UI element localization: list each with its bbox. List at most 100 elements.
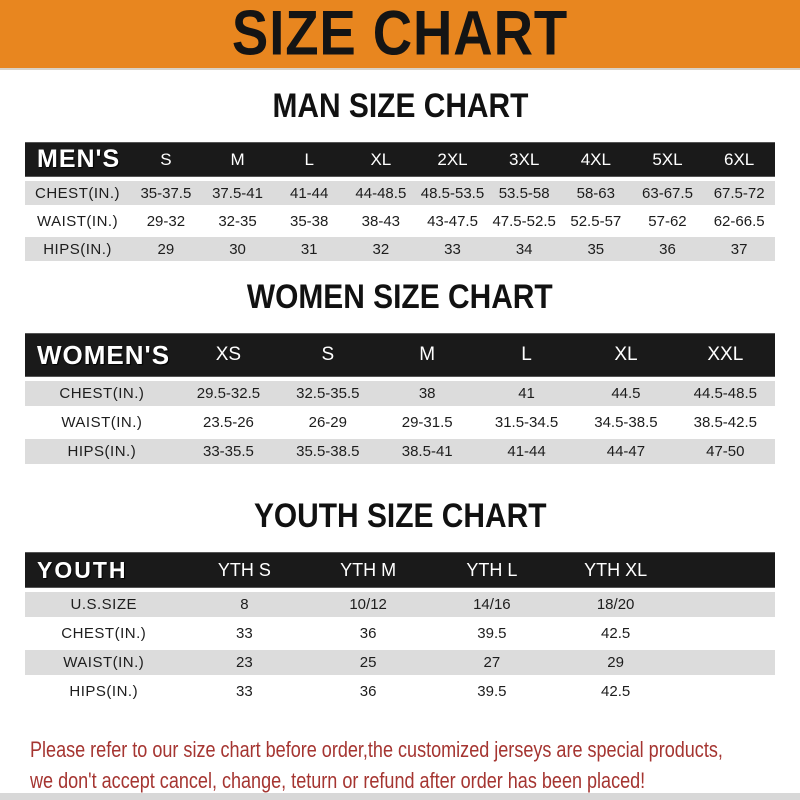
man-section-heading: MAN SIZE CHART: [0, 88, 800, 128]
row-label: HIPS(IN.): [25, 237, 131, 261]
women-size-table: WOMEN'S XS S M L XL XXL CHEST(IN.) 29.5-32.5 32.5…: [25, 329, 775, 468]
measurement-row: HIPS(IN.) 33-35.5 35.5-38.5 38.5-41 41-44 44-…: [25, 439, 775, 464]
size-value: 34.5-38.5: [576, 410, 676, 435]
size-value: 36: [306, 679, 430, 704]
disclaimer-line-1: Please refer to our size chart before or…: [30, 737, 723, 762]
size-value: 39.5: [430, 621, 554, 646]
size-value: 58-63: [559, 181, 632, 205]
size-value: 38.5-42.5: [675, 410, 775, 435]
women-section-heading-text: WOMEN SIZE CHART: [247, 278, 553, 316]
size-value: 38: [377, 381, 477, 406]
size-value: 33: [416, 237, 489, 261]
size-chart-banner: SIZE CHART: [0, 0, 800, 70]
size-column-header: YTH M: [306, 552, 430, 588]
size-column-header: 6XL: [703, 142, 775, 177]
size-value: 32-35: [201, 209, 274, 233]
size-value: 44-48.5: [345, 181, 417, 205]
size-value: 14/16: [430, 592, 554, 617]
row-label: HIPS(IN.): [25, 679, 183, 704]
filler-cell: [677, 592, 775, 617]
size-value: 37: [703, 237, 775, 261]
size-value: 52.5-57: [559, 209, 632, 233]
size-column-header: L: [273, 142, 346, 177]
size-value: 33: [182, 679, 307, 704]
size-column-header: XXL: [675, 333, 775, 377]
measurement-row: WAIST(IN.) 23.5-26 26-29 29-31.5 31.5-34.5 34…: [25, 410, 775, 435]
size-value: 43-47.5: [416, 209, 489, 233]
size-value: 27: [430, 650, 554, 675]
size-value: 8: [182, 592, 307, 617]
size-value: 29-32: [130, 209, 202, 233]
size-value: 30: [201, 237, 274, 261]
size-value: 38-43: [345, 209, 417, 233]
size-column-header: XS: [178, 333, 279, 377]
youth-section-heading-text: YOUTH SIZE CHART: [253, 497, 547, 535]
table-title: YOUTH: [25, 552, 183, 588]
measurement-row: U.S.SIZE 8 10/12 14/16 18/20: [25, 592, 775, 617]
size-value: 35-38: [273, 209, 346, 233]
man-section-heading-text: MAN SIZE CHART: [272, 87, 528, 125]
size-value: 31.5-34.5: [476, 410, 577, 435]
size-value: 41-44: [476, 439, 577, 464]
size-value: 34: [488, 237, 560, 261]
size-value: 62-66.5: [703, 209, 775, 233]
size-value: 37.5-41: [201, 181, 274, 205]
size-value: 23.5-26: [178, 410, 279, 435]
size-value: 35: [559, 237, 632, 261]
measurement-row: WAIST(IN.) 29-32 32-35 35-38 38-43 43-47.5 47.…: [25, 209, 775, 233]
size-value: 10/12: [306, 592, 430, 617]
size-value: 36: [306, 621, 430, 646]
size-column-header: 3XL: [488, 142, 560, 177]
measurement-row: HIPS(IN.) 29 30 31 32 33 34 35 36 37: [25, 237, 775, 261]
size-value: 39.5: [430, 679, 554, 704]
measurement-row: HIPS(IN.) 33 36 39.5 42.5: [25, 679, 775, 704]
measurement-row: CHEST(IN.) 33 36 39.5 42.5: [25, 621, 775, 646]
size-value: 44.5: [576, 381, 676, 406]
size-value: 29: [553, 650, 678, 675]
bottom-edge-strip: [0, 793, 800, 800]
disclaimer-text: Please refer to our size chart before or…: [30, 734, 800, 796]
size-value: 48.5-53.5: [416, 181, 489, 205]
size-value: 35-37.5: [130, 181, 202, 205]
row-label: WAIST(IN.): [25, 650, 183, 675]
size-column-header: S: [130, 142, 202, 177]
size-value: 33-35.5: [178, 439, 279, 464]
measurement-row: CHEST(IN.) 29.5-32.5 32.5-35.5 38 41 44.5 44.5…: [25, 381, 775, 406]
size-value: 47-50: [675, 439, 775, 464]
row-label: CHEST(IN.): [25, 621, 183, 646]
size-value: 42.5: [553, 679, 678, 704]
size-value: 41-44: [273, 181, 346, 205]
row-label: U.S.SIZE: [25, 592, 183, 617]
size-column-header: 2XL: [416, 142, 489, 177]
banner-title: SIZE CHART: [231, 0, 569, 69]
size-column-header: YTH XL: [553, 552, 678, 588]
filler-cell: [677, 650, 775, 675]
size-value: 67.5-72: [703, 181, 775, 205]
measurement-row: WAIST(IN.) 23 25 27 29: [25, 650, 775, 675]
size-value: 36: [631, 237, 704, 261]
size-value: 44-47: [576, 439, 676, 464]
table-header-row: YOUTH YTH S YTH M YTH L YTH XL: [25, 552, 775, 588]
size-value: 29.5-32.5: [178, 381, 279, 406]
measurement-row: CHEST(IN.) 35-37.5 37.5-41 41-44 44-48.5 48.5…: [25, 181, 775, 205]
table-header-row: MEN'S S M L XL 2XL 3XL 4XL 5XL 6XL: [25, 142, 775, 177]
row-label: CHEST(IN.): [25, 181, 131, 205]
row-label: WAIST(IN.): [25, 209, 131, 233]
size-value: 44.5-48.5: [675, 381, 775, 406]
size-value: 41: [476, 381, 577, 406]
size-column-header: YTH L: [430, 552, 554, 588]
size-value: 25: [306, 650, 430, 675]
row-label: CHEST(IN.): [25, 381, 179, 406]
size-value: 32: [345, 237, 417, 261]
size-value: 53.5-58: [488, 181, 560, 205]
size-value: 29-31.5: [377, 410, 477, 435]
filler-cell: [677, 679, 775, 704]
size-column-header: XL: [576, 333, 676, 377]
size-value: 47.5-52.5: [488, 209, 560, 233]
size-column-header: S: [278, 333, 378, 377]
youth-size-table: YOUTH YTH S YTH M YTH L YTH XL U.S.SIZE 8 10/12…: [25, 548, 775, 708]
size-column-header: M: [201, 142, 274, 177]
women-section-heading: WOMEN SIZE CHART: [0, 279, 800, 319]
size-value: 38.5-41: [377, 439, 477, 464]
size-column-header: XL: [345, 142, 417, 177]
